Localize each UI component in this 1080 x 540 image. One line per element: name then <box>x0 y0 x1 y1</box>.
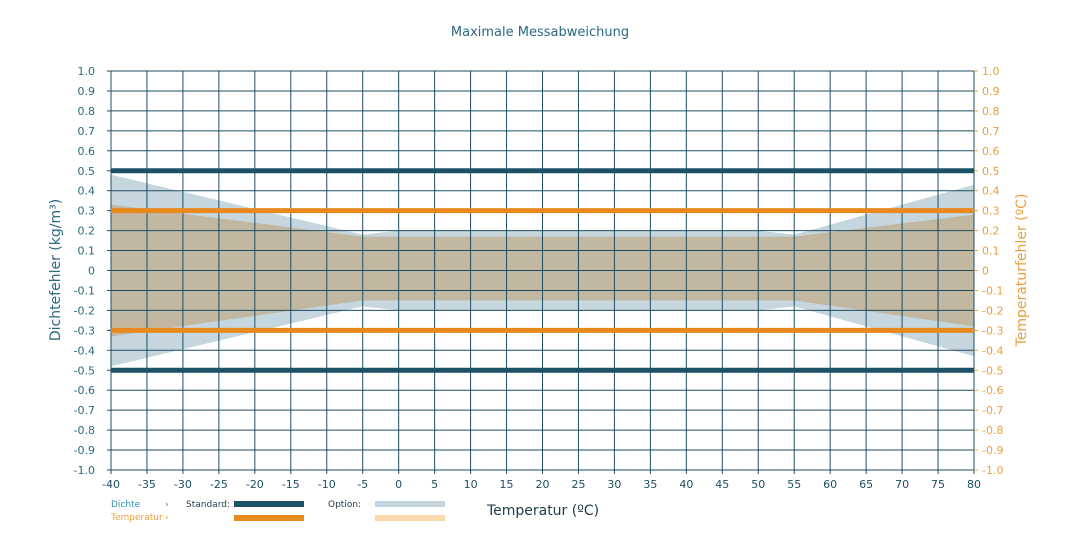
x-tick-label: -10 <box>318 478 336 491</box>
x-axis-label: Temperatur (ºC) <box>486 503 599 519</box>
y-tick-label-right: -0.6 <box>982 384 1003 397</box>
legend-temperatur-label: Temperatur <box>110 513 163 523</box>
x-tick-label: 15 <box>500 478 514 491</box>
x-tick-label: -15 <box>282 478 300 491</box>
x-tick-label: 40 <box>679 478 693 491</box>
y-axis-label-right: Temperaturfehler (ºC) <box>1014 194 1030 348</box>
y-tick-label-left: -0.9 <box>74 444 95 457</box>
y-tick-label-left: -0.6 <box>74 384 95 397</box>
legend-swatch-temperatur-standard <box>234 515 304 521</box>
y-tick-label-right: 0 <box>982 265 989 278</box>
y-tick-label-left: -0.1 <box>74 284 95 297</box>
y-tick-label-right: -0.3 <box>982 324 1003 337</box>
y-tick-label-left: 0 <box>88 265 95 278</box>
legend-option-label: Option: <box>328 500 361 510</box>
x-tick-label: 45 <box>715 478 729 491</box>
y-tick-label-right: -0.7 <box>982 404 1003 417</box>
y-tick-label-left: -0.8 <box>74 424 95 437</box>
y-tick-label-right: 0.3 <box>982 205 1000 218</box>
y-tick-label-right: -0.9 <box>982 444 1003 457</box>
y-tick-label-left: -0.5 <box>74 364 95 377</box>
y-tick-label-right: -0.5 <box>982 364 1003 377</box>
y-tick-label-left: 0.5 <box>78 165 96 178</box>
y-tick-label-right: 0.4 <box>982 185 1000 198</box>
y-tick-label-right: -1.0 <box>982 464 1003 477</box>
legend-swatch-temperatur-option <box>375 515 445 521</box>
y-tick-label-left: 0.9 <box>78 85 96 98</box>
y-tick-label-right: 0.5 <box>982 165 1000 178</box>
y-tick-label-right: -0.2 <box>982 304 1003 317</box>
y-tick-label-left: -0.2 <box>74 304 95 317</box>
y-tick-label-right: 0.9 <box>982 85 1000 98</box>
x-tick-label: 60 <box>823 478 837 491</box>
grid <box>107 70 978 474</box>
y-axis-label-left: Dichtefehler (kg/m³) <box>48 199 64 341</box>
x-tick-label: -30 <box>174 478 192 491</box>
x-tick-label: -5 <box>357 478 368 491</box>
y-tick-label-left: 0.2 <box>78 225 96 238</box>
x-tick-label: -40 <box>102 478 120 491</box>
tick-labels: 1.0 1.0 0.9 0.9 0.8 0.8 0.7 0.7 0.6 0.6 0.5 0.5 0.4 0… <box>74 65 1004 491</box>
legend-standard-label: Standard: <box>186 500 230 510</box>
chart-title: Maximale Messabweichung <box>451 25 629 40</box>
x-tick-label: -35 <box>138 478 156 491</box>
y-tick-label-left: 0.1 <box>78 245 96 258</box>
y-tick-label-right: 0.6 <box>982 145 1000 158</box>
y-tick-label-left: 0.3 <box>78 205 96 218</box>
x-tick-label: 35 <box>643 478 657 491</box>
legend-dichte-label: Dichte <box>111 500 141 510</box>
x-tick-label: 70 <box>895 478 909 491</box>
y-tick-label-left: -0.3 <box>74 324 95 337</box>
x-tick-label: 50 <box>751 478 765 491</box>
y-tick-label-right: 0.2 <box>982 225 1000 238</box>
y-tick-label-right: 0.8 <box>982 105 1000 118</box>
y-tick-label-right: -0.8 <box>982 424 1003 437</box>
y-tick-label-left: 0.4 <box>78 185 96 198</box>
y-tick-label-right: 0.1 <box>982 245 1000 258</box>
y-tick-label-left: -1.0 <box>74 464 95 477</box>
x-tick-label: 75 <box>931 478 945 491</box>
y-tick-label-right: -0.1 <box>982 284 1003 297</box>
y-tick-label-left: 0.7 <box>78 125 96 138</box>
x-tick-label: 65 <box>859 478 873 491</box>
x-tick-label: 55 <box>787 478 801 491</box>
x-tick-label: -20 <box>246 478 264 491</box>
legend-temperatur-arrow: › <box>165 513 169 523</box>
legend: Dichte › Temperatur › Standard: Option: <box>110 500 445 523</box>
legend-dichte-arrow: › <box>165 500 169 510</box>
x-tick-label: -25 <box>210 478 228 491</box>
y-tick-label-right: 0.7 <box>982 125 1000 138</box>
legend-swatch-dichte-standard <box>234 501 304 507</box>
x-tick-label: 20 <box>536 478 550 491</box>
y-tick-label-right: 1.0 <box>982 65 1000 78</box>
y-tick-label-left: 1.0 <box>78 65 96 78</box>
y-tick-label-left: 0.6 <box>78 145 96 158</box>
x-tick-label: 80 <box>967 478 981 491</box>
x-tick-label: 5 <box>431 478 438 491</box>
x-tick-label: 30 <box>607 478 621 491</box>
y-tick-label-left: 0.8 <box>78 105 96 118</box>
legend-swatch-dichte-option <box>375 501 445 507</box>
x-tick-label: 25 <box>571 478 585 491</box>
y-tick-label-left: -0.4 <box>74 344 95 357</box>
x-tick-label: 10 <box>464 478 478 491</box>
x-tick-label: 0 <box>395 478 402 491</box>
y-tick-label-right: -0.4 <box>982 344 1003 357</box>
y-tick-label-left: -0.7 <box>74 404 95 417</box>
standard-lines <box>111 168 974 373</box>
